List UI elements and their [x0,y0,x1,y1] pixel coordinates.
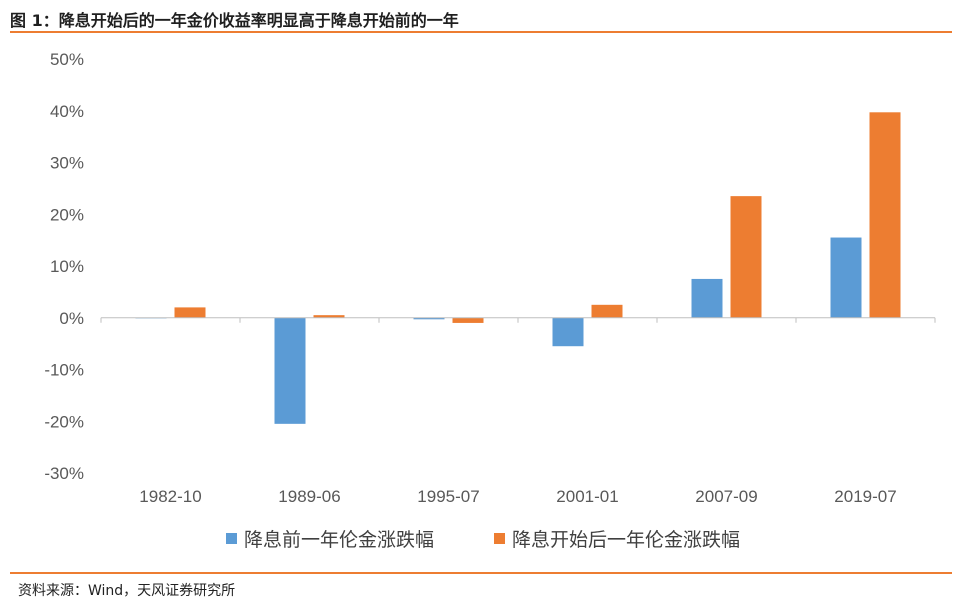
bar-before-2019-07 [830,237,862,318]
x-tick-label: 2007-09 [695,487,757,506]
y-tick-label: 30% [50,154,84,173]
y-tick-label: 40% [50,102,84,121]
y-tick-label: -10% [44,361,84,380]
bar-after-2019-07 [869,112,901,318]
bar-after-1989-06 [313,315,345,318]
x-tick-label: 1995-07 [417,487,479,506]
x-tick-label: 2019-07 [834,487,896,506]
figure-title: 图 1：降息开始后的一年金价收益率明显高于降息开始前的一年 [10,11,459,30]
legend: 降息前一年伦金涨跌幅 降息开始后一年伦金涨跌幅 [226,529,740,551]
y-tick-label: -30% [44,464,84,483]
bar-before-2007-09 [691,278,723,318]
x-tick-label: 1982-10 [139,487,201,506]
bar-after-2007-09 [730,196,762,318]
y-tick-label: 10% [50,257,84,276]
y-axis-ticks: 50% 40% 30% 20% 10% 0% -10% -20% -30% [44,50,84,483]
legend-label: 降息前一年伦金涨跌幅 [244,529,434,551]
bar-before-2001-01 [552,317,584,347]
bar-after-1995-07 [452,317,484,323]
bar-before-1995-07 [413,317,445,320]
y-tick-label: 0% [59,309,84,328]
legend-swatch [494,533,505,544]
bar-before-1989-06 [274,317,306,424]
bar-after-2001-01 [591,304,623,318]
source-note: 资料来源：Wind，天风证券研究所 [18,583,236,599]
x-tick-label: 1989-06 [278,487,340,506]
legend-swatch [226,533,237,544]
x-tick-label: 2001-01 [556,487,618,506]
bar-after-1982-10 [174,307,206,318]
legend-label: 降息开始后一年伦金涨跌幅 [512,529,740,551]
bar-chart: 50%40%30%20%10%0%-10%-20%-30% 1982-10 198… [44,50,936,551]
y-tick-label: 50% [50,50,84,69]
y-tick-label: 20% [50,205,84,224]
top-rule [10,31,952,33]
y-tick-label: -20% [44,412,84,431]
bottom-rule [10,572,952,574]
x-axis-ticks: 1982-10 1989-06 1995-07 2001-01 2007-09 2019-… [100,317,936,506]
bars [135,112,901,424]
